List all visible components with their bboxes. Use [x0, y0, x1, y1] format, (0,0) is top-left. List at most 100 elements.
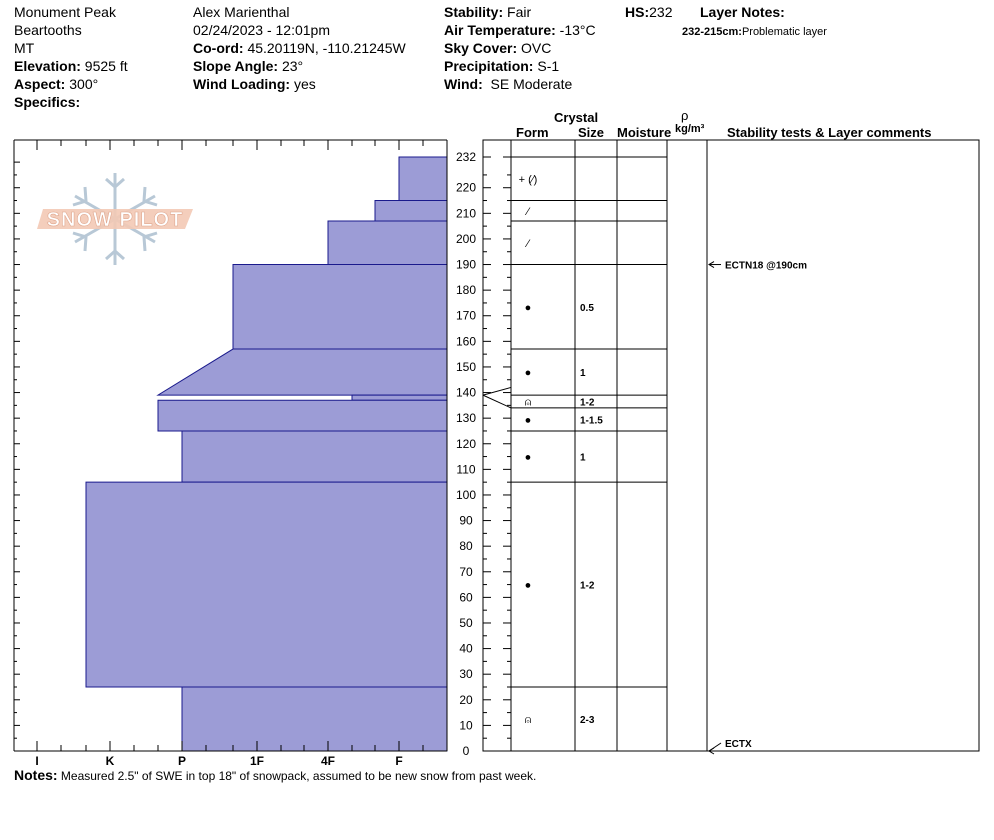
height-tick-label: 200	[456, 232, 476, 246]
grain-form-symbol: ●	[525, 414, 532, 426]
height-tick-label: 100	[456, 488, 476, 502]
rho-header: ρ	[681, 108, 689, 123]
air-temp-label: Air Temperature:	[444, 22, 556, 38]
hardness-layer-bar	[181, 686, 448, 752]
height-tick-label: 40	[459, 642, 473, 656]
hardness-layer-bar	[327, 220, 448, 266]
grain-size-label: 1	[580, 368, 586, 379]
hardness-tick-label: 1F	[250, 754, 264, 768]
grain-form-symbol: ⍝	[525, 397, 532, 409]
stability-label: Stability:	[444, 4, 504, 20]
stability-value: Fair	[507, 4, 532, 20]
hardness-layer-bar	[398, 156, 448, 202]
height-tick-label: 90	[459, 514, 473, 528]
hardness-layer-bar	[232, 264, 448, 350]
hardness-layer-bar	[156, 348, 448, 396]
wind-loading: Wind Loading: yes	[193, 75, 316, 93]
hs-label: HS:	[625, 4, 650, 20]
notes-label: Notes:	[14, 767, 58, 783]
coord-label: Co-ord:	[193, 40, 244, 56]
stability-comments-header: Stability tests & Layer comments	[727, 125, 932, 140]
density-unit-header: kg/m³	[675, 123, 705, 135]
height-tick-label: 80	[459, 539, 473, 553]
layer-connector	[482, 386, 512, 396]
layer-note: 232-215cm:Problematic layer	[682, 23, 827, 41]
height-tick-label: 160	[456, 334, 476, 348]
total-height: HS:232	[625, 3, 672, 21]
elevation: Elevation: 9525 ft	[14, 57, 128, 75]
grain-form-symbol: ⁄	[524, 206, 531, 218]
grain-form-symbol: ●	[525, 367, 532, 379]
height-tick-label: 232	[456, 150, 476, 164]
state: MT	[14, 40, 35, 56]
aspect-label: Aspect:	[14, 76, 66, 92]
coordinates: Co-ord: 45.20119N, -110.21245W	[193, 39, 406, 57]
grain-form-symbol: ⍝	[525, 714, 532, 726]
grain-form-symbol: ●	[525, 580, 532, 592]
hardness-layer-bar	[181, 430, 448, 483]
datetime: 02/24/2023 - 12:01pm	[193, 22, 330, 38]
stability-test-arrowhead	[708, 747, 715, 755]
layer-connector	[482, 394, 512, 409]
slope-label: Slope Angle:	[193, 58, 279, 74]
hardness-tick-label: P	[178, 754, 186, 768]
air-temp-value: -13°C	[559, 22, 596, 38]
grain-size-label: 0.5	[580, 303, 594, 314]
height-tick-label: 220	[456, 181, 476, 195]
slope-value: 23°	[281, 58, 304, 74]
grain-form-symbol: ●	[525, 302, 532, 314]
crystal-header: Crystal	[554, 110, 599, 125]
height-tick-label: 150	[456, 360, 476, 374]
layer-notes-heading: Layer Notes:	[700, 4, 785, 20]
height-tick-label: 70	[459, 565, 473, 579]
height-tick-label: 120	[456, 437, 476, 451]
observer: Alex Marienthal	[193, 4, 290, 20]
grain-table-frame	[482, 139, 980, 752]
hardness-layer-bar	[157, 399, 448, 432]
hardness-tick-label: K	[106, 754, 115, 768]
layer-note-text: Problematic layer	[741, 26, 827, 38]
aspect-value: 300°	[69, 76, 99, 92]
sky-cover: Sky Cover: OVC	[444, 39, 551, 57]
form-header: Form	[516, 125, 549, 140]
sky-value: OVC	[521, 40, 552, 56]
mountain-range: Beartooths	[14, 22, 82, 38]
height-tick-label: 180	[456, 283, 476, 297]
air-temperature: Air Temperature: -13°C	[444, 21, 596, 39]
coord-value: 45.20119N, -110.21245W	[247, 40, 406, 56]
height-tick-label: 130	[456, 411, 476, 425]
notes-text: Measured 2.5" of SWE in top 18" of snowp…	[60, 769, 537, 783]
hardness-tick-label: I	[35, 754, 38, 768]
logo-text: SNOW PILOT	[47, 209, 184, 231]
sky-label: Sky Cover:	[444, 40, 518, 56]
elevation-label: Elevation:	[14, 58, 81, 74]
height-tick-label: 0	[463, 744, 470, 758]
height-tick-label: 30	[459, 667, 473, 681]
hardness-tick-label: 4F	[321, 754, 335, 768]
height-tick-label: 60	[459, 590, 473, 604]
precip-label: Precipitation:	[444, 58, 534, 74]
grain-size-label: 1-1.5	[580, 415, 603, 426]
stability-test-arrowhead	[708, 261, 715, 268]
precipitation: Precipitation: S-1	[444, 57, 559, 75]
height-tick-label: 10	[459, 718, 473, 732]
hs-value: 232	[649, 4, 673, 20]
hardness-tick-label: F	[395, 754, 402, 768]
location-name: Monument Peak	[14, 4, 116, 20]
wind-loading-value: yes	[293, 76, 316, 92]
height-tick-label: 210	[456, 206, 476, 220]
layer-note-range: 232-215cm:	[682, 26, 742, 38]
height-tick-label: 170	[456, 309, 476, 323]
specifics-label: Specifics:	[14, 94, 81, 110]
grain-size-label: 1-2	[580, 398, 595, 409]
stability-test-label: ECTX	[725, 739, 752, 750]
slope-angle: Slope Angle: 23°	[193, 57, 303, 75]
wind: Wind: SE Moderate	[444, 75, 572, 93]
wind-loading-label: Wind Loading:	[193, 76, 291, 92]
height-tick-label: 20	[459, 693, 473, 707]
aspect: Aspect: 300°	[14, 75, 98, 93]
stability: Stability: Fair	[444, 3, 531, 21]
snowpilot-logo: SNOW PILOT	[37, 173, 193, 265]
specifics: Specifics:	[14, 93, 80, 111]
